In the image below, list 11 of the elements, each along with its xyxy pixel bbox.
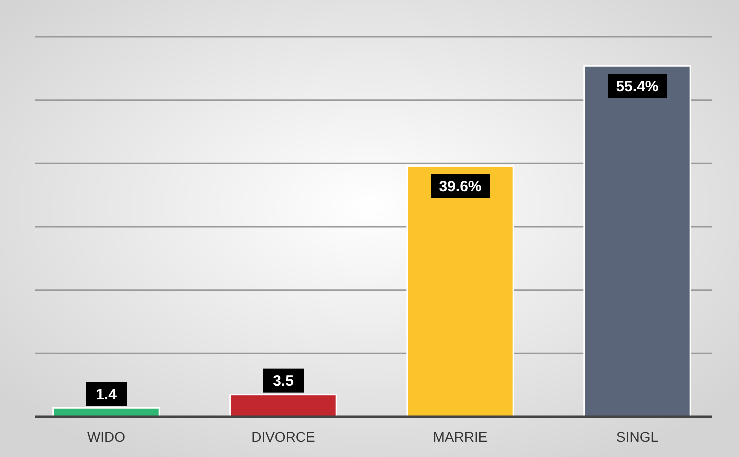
x-tick-label: MARRIE	[433, 428, 488, 445]
x-tick-label: DIVORCE	[252, 428, 316, 445]
bar	[584, 65, 692, 418]
x-tick-label: SINGL	[616, 428, 659, 445]
data-label: 39.6%	[439, 178, 482, 196]
bar	[230, 394, 338, 418]
data-label: 3.5	[273, 373, 294, 390]
data-label: 55.4%	[616, 78, 659, 96]
data-label: 1.4	[96, 386, 118, 404]
x-tick-label: WIDO	[87, 428, 126, 445]
bar	[406, 165, 514, 418]
